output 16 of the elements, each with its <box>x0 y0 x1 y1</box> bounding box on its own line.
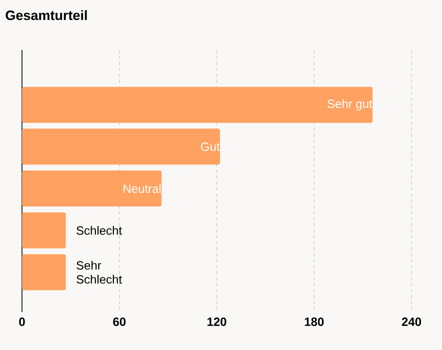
y-tick-label: Gut <box>201 142 220 151</box>
x-tick-label: 0 <box>19 318 25 326</box>
chart-title: Gesamturteil <box>6 10 87 20</box>
x-tick-label: 60 <box>113 318 126 326</box>
y-tick-label: Sehr gut <box>328 99 372 110</box>
x-tick-label: 240 <box>402 318 422 326</box>
y-tick-label: Sehr Schlecht <box>76 260 122 284</box>
x-tick-label: 120 <box>207 318 226 326</box>
bar <box>22 212 66 248</box>
bar <box>22 86 373 123</box>
x-tick-label: 180 <box>304 318 324 326</box>
bar <box>22 170 162 207</box>
bar <box>22 128 220 165</box>
bar <box>22 254 66 290</box>
y-tick-label: Neutral <box>124 184 161 193</box>
y-tick-label: Schlecht <box>76 226 122 235</box>
